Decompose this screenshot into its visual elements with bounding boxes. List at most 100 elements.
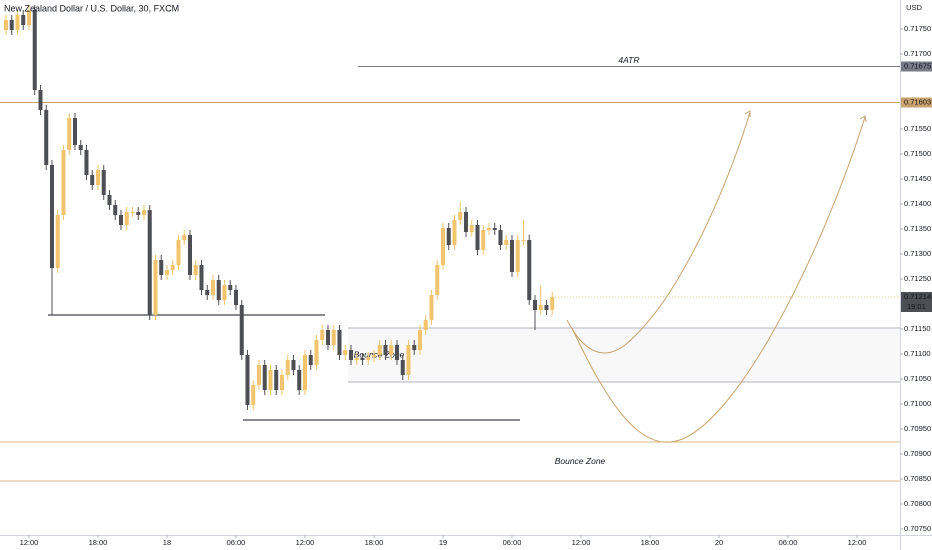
candle-body <box>423 320 428 330</box>
projection-arrows <box>566 110 867 443</box>
y-tick-label: 0.70750 <box>904 524 931 533</box>
candle-body <box>84 150 89 175</box>
x-tick-label: 12:00 <box>572 538 591 547</box>
x-tick-label: 19 <box>439 538 447 547</box>
arrow-path <box>566 111 751 354</box>
candle-body <box>308 355 313 365</box>
candle-body <box>164 270 169 275</box>
candle-body <box>216 280 221 300</box>
candle-body <box>49 165 54 268</box>
candle-body <box>481 230 486 250</box>
price-tag-label: 0.71603 <box>904 97 931 106</box>
zone-label: Bounce Zone <box>555 456 606 466</box>
x-tick-label: 12:00 <box>848 538 867 547</box>
arrow-head <box>859 115 867 123</box>
candle-body <box>343 350 348 355</box>
candle-body <box>291 360 296 370</box>
candle-body <box>394 345 399 360</box>
y-tick-label: 0.71150 <box>904 324 931 333</box>
candle-body <box>268 370 273 390</box>
candle-body <box>504 240 509 245</box>
y-tick-label: 0.70800 <box>904 499 931 508</box>
candle-body <box>550 297 555 310</box>
candle-body <box>55 215 60 268</box>
candle-body <box>32 10 37 90</box>
candle-body <box>366 357 371 360</box>
y-tick-label: 0.71000 <box>904 399 931 408</box>
candle-body <box>435 265 440 295</box>
x-tick-label: 06:00 <box>227 538 246 547</box>
countdown-label: 19:01 <box>907 302 926 311</box>
x-tick-label: 06:00 <box>503 538 522 547</box>
candle-body <box>458 212 463 220</box>
y-tick-label: 0.71700 <box>904 49 931 58</box>
candle-body <box>199 265 204 290</box>
y-tick-label: 0.71050 <box>904 374 931 383</box>
y-tick-label: 0.70950 <box>904 424 931 433</box>
candle-body <box>101 170 106 195</box>
candle-body <box>159 260 164 275</box>
y-tick-label: 0.71550 <box>904 124 931 133</box>
candle-body <box>377 345 382 355</box>
candle-body <box>331 330 336 345</box>
y-tick-label: 0.71250 <box>904 274 931 283</box>
candle-body <box>429 295 434 320</box>
x-tick-label: 18:00 <box>365 538 384 547</box>
price-tag-label: 0.71675 <box>904 61 931 70</box>
price-tag <box>901 97 932 108</box>
candle-body <box>193 265 198 275</box>
candle-body <box>118 215 123 225</box>
candle-body <box>492 228 497 230</box>
candle-body <box>360 358 365 360</box>
candle-body <box>538 305 543 310</box>
last-price-tag <box>901 292 932 312</box>
candle-body <box>521 240 526 241</box>
candle-body <box>3 20 8 30</box>
candle-body <box>113 205 118 215</box>
candle-body <box>475 225 480 250</box>
candle-body <box>544 305 549 310</box>
candle-body <box>222 285 227 300</box>
candle-body <box>95 170 100 185</box>
candle-body <box>210 280 215 295</box>
x-tick-label: 18 <box>163 538 171 547</box>
candle-body <box>182 235 187 240</box>
candle-body <box>452 220 457 245</box>
candle-body <box>239 305 244 355</box>
candle-body <box>251 385 256 405</box>
candle-body <box>417 330 422 350</box>
candle-body <box>337 330 342 355</box>
chart-title: New Zealand Dollar / U.S. Dollar, 30, FX… <box>4 3 179 13</box>
y-tick-label: 0.71500 <box>904 149 931 158</box>
candle-body <box>463 212 468 232</box>
candle-body <box>297 370 302 390</box>
candle-body <box>469 225 474 232</box>
candle-body <box>406 345 411 375</box>
x-tick-label: 18:00 <box>641 538 660 547</box>
candle-body <box>532 300 537 310</box>
zone <box>347 328 900 382</box>
candle-body <box>147 210 152 315</box>
candle-body <box>256 365 261 385</box>
candle-body <box>15 15 20 30</box>
x-tick-label: 12:00 <box>296 538 315 547</box>
x-tick-label: 06:00 <box>779 538 798 547</box>
candle-body <box>527 240 532 300</box>
y-tick-label: 0.71400 <box>904 199 931 208</box>
candle-body <box>233 290 238 305</box>
candle-body <box>509 240 514 272</box>
candle-body <box>141 210 146 215</box>
candle-body <box>26 10 31 25</box>
x-tick-label: 12:00 <box>20 538 39 547</box>
candle-body <box>78 145 83 150</box>
candle-body <box>245 355 250 405</box>
candle-body <box>9 20 14 30</box>
candle-body <box>67 118 72 150</box>
arrow-path <box>571 116 866 443</box>
y-tick-label: 0.70900 <box>904 449 931 458</box>
candle-body <box>354 358 359 360</box>
candle-body <box>320 330 325 340</box>
